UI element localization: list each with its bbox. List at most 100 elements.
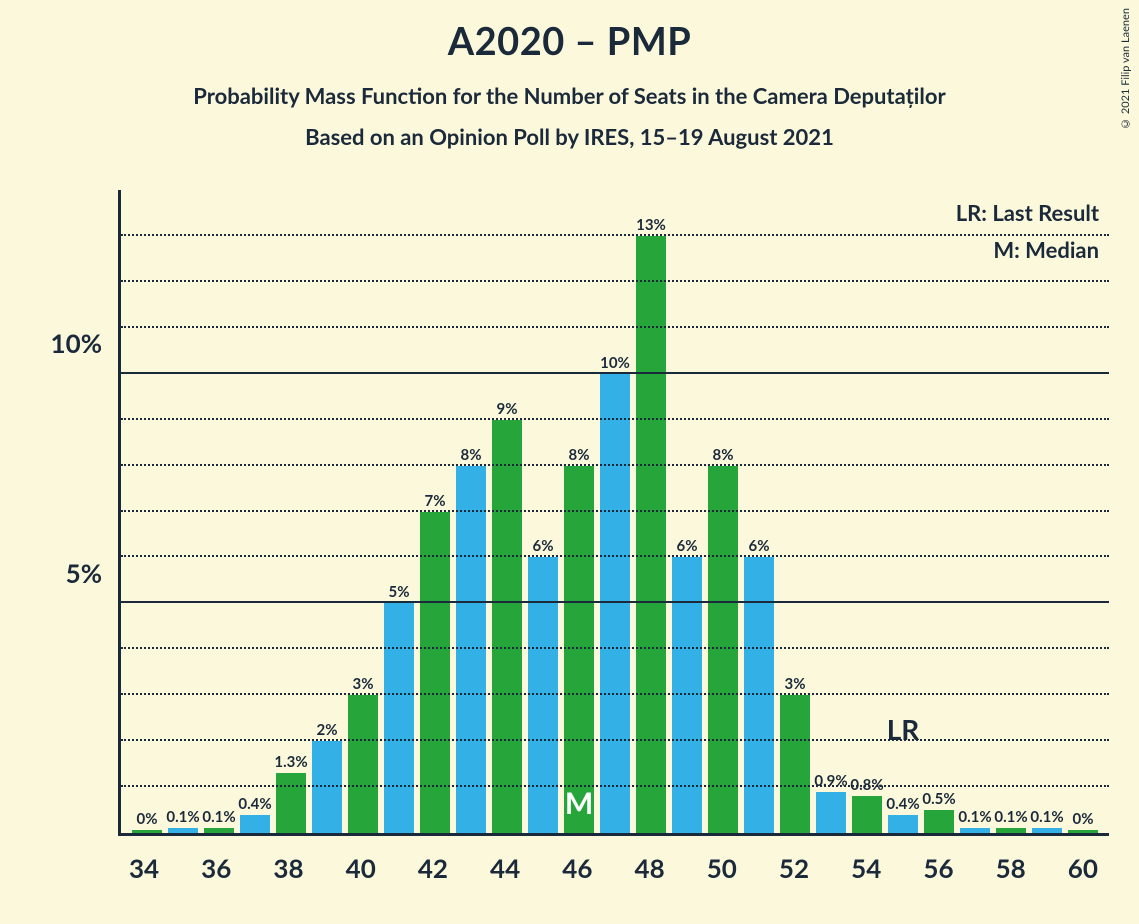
bar: 0.4%: [888, 815, 918, 833]
bar-slot: 8%M: [561, 190, 597, 833]
x-tick-slot: [957, 846, 993, 886]
bar-value-label: 6%: [677, 537, 698, 555]
x-tick-slot: 38: [270, 846, 306, 886]
x-tick-label: 60: [1068, 852, 1098, 884]
x-tick-slot: [595, 846, 631, 886]
bar-value-label: 9%: [497, 400, 518, 418]
bar-slot: 1.3%: [273, 190, 309, 833]
x-tick-slot: 48: [632, 846, 668, 886]
bar-value-label: 3%: [353, 675, 374, 693]
bar-slot: 8%: [453, 190, 489, 833]
x-tick-slot: 52: [776, 846, 812, 886]
bar: 10%: [600, 374, 630, 833]
x-tick-slot: [668, 846, 704, 886]
bar-value-label: 6%: [533, 537, 554, 555]
bar: 0%: [1068, 830, 1098, 833]
bar-slot: 0.9%: [813, 190, 849, 833]
bar-value-label: 0.5%: [922, 790, 955, 808]
bar: 6%: [672, 557, 702, 833]
x-tick-label: 50: [707, 852, 737, 884]
bar: 0%: [132, 830, 162, 833]
bar-slot: 6%: [525, 190, 561, 833]
x-tick-slot: 44: [487, 846, 523, 886]
bar: 5%: [384, 603, 414, 833]
bar-value-label: 8%: [713, 446, 734, 464]
chart-area: LR: Last Result M: Median 0%0.1%0.1%0.4%…: [118, 190, 1109, 836]
bar-value-label: 2%: [317, 721, 338, 739]
copyright-text: © 2021 Filip van Laenen: [1119, 8, 1139, 130]
gridline-minor: [121, 693, 1109, 695]
bar-slot: 2%: [309, 190, 345, 833]
bar-value-label: 3%: [785, 675, 806, 693]
chart-subtitle-1: Probability Mass Function for the Number…: [0, 82, 1139, 109]
gridline-minor: [121, 280, 1109, 282]
chart-title: A2020 – PMP: [0, 0, 1139, 64]
bar: 0.4%: [240, 815, 270, 833]
x-tick-slot: 46: [559, 846, 595, 886]
bar-value-label: 0.1%: [958, 808, 991, 826]
bar-slot: 0.1%: [957, 190, 993, 833]
bar-slot: 8%: [705, 190, 741, 833]
bar-slot: 3%: [345, 190, 381, 833]
bar-value-label: 0.1%: [202, 808, 235, 826]
bars-container: 0%0.1%0.1%0.4%1.3%2%3%5%7%8%9%6%8%M10%13…: [129, 190, 1101, 833]
bar-value-label: 10%: [600, 354, 630, 372]
chart-subtitle-2: Based on an Opinion Poll by IRES, 15–19 …: [0, 123, 1139, 150]
bar-slot: 6%: [741, 190, 777, 833]
bar: 1.3%: [276, 773, 306, 833]
x-tick-slot: [740, 846, 776, 886]
bar-slot: 0.1%: [201, 190, 237, 833]
bar-slot: 0%: [129, 190, 165, 833]
x-tick-label: 36: [201, 852, 231, 884]
bar-slot: 0.5%: [921, 190, 957, 833]
x-tick-label: 42: [418, 852, 448, 884]
y-tick-label: 5%: [66, 557, 102, 589]
bar-slot: 0.1%: [165, 190, 201, 833]
x-tick-slot: 60: [1065, 846, 1101, 886]
bar-slot: 0%: [1065, 190, 1101, 833]
x-tick-slot: 42: [415, 846, 451, 886]
x-tick-label: 44: [490, 852, 520, 884]
bar: 0.1%: [1032, 828, 1062, 833]
x-tick-slot: 54: [848, 846, 884, 886]
x-tick-slot: 34: [126, 846, 162, 886]
bar-value-label: 7%: [425, 492, 446, 510]
bar: 3%: [348, 695, 378, 833]
gridline-minor: [121, 464, 1109, 466]
bar: 2%: [312, 741, 342, 833]
bar-slot: 0.1%: [1029, 190, 1065, 833]
gridline-major: [121, 601, 1109, 603]
bar-slot: 13%: [633, 190, 669, 833]
bar-value-label: 0.1%: [994, 808, 1027, 826]
bar-value-label: 6%: [749, 537, 770, 555]
x-tick-slot: [451, 846, 487, 886]
gridline-minor: [121, 647, 1109, 649]
plot-area: 5%10% LR: Last Result M: Median 0%0.1%0.…: [42, 190, 1109, 896]
bar-value-label: 0%: [1073, 810, 1094, 828]
bar: 6%: [528, 557, 558, 833]
bar-slot: 5%: [381, 190, 417, 833]
x-axis: 3436384042444648505254565860: [126, 846, 1101, 886]
x-tick-slot: 40: [343, 846, 379, 886]
gridline-minor: [121, 785, 1109, 787]
bar-value-label: 0%: [137, 810, 158, 828]
bar-value-label: 5%: [389, 583, 410, 601]
y-axis: 5%10%: [42, 190, 112, 836]
x-tick-slot: [307, 846, 343, 886]
gridline-major: [121, 372, 1109, 374]
x-tick-slot: 36: [198, 846, 234, 886]
bar: 9%: [492, 420, 522, 833]
gridline-minor: [121, 510, 1109, 512]
x-tick-slot: 56: [920, 846, 956, 886]
bar-value-label: 0.1%: [1030, 808, 1063, 826]
x-tick-label: 38: [273, 852, 303, 884]
x-tick-slot: [1029, 846, 1065, 886]
bar-slot: 0.1%: [993, 190, 1029, 833]
bar: 0.1%: [960, 828, 990, 833]
gridline-minor: [121, 739, 1109, 741]
bar: 0.1%: [204, 828, 234, 833]
bar: 0.5%: [924, 810, 954, 833]
gridline-minor: [121, 234, 1109, 236]
bar-slot: 7%: [417, 190, 453, 833]
bar-value-label: 13%: [636, 216, 666, 234]
